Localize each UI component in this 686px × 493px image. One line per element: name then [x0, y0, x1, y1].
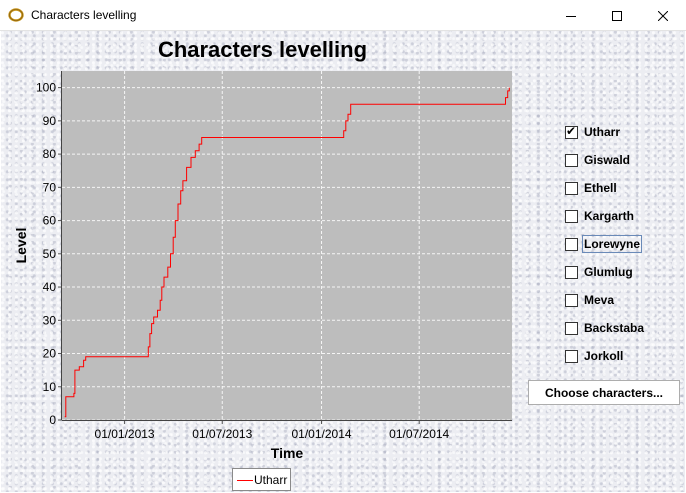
- ring-icon: [8, 8, 24, 22]
- utharr-checkbox[interactable]: ✔: [565, 123, 578, 139]
- plot-area: [62, 71, 512, 420]
- character-label[interactable]: Lorewyne: [582, 235, 643, 253]
- maximize-button[interactable]: [594, 0, 640, 31]
- choose-characters-button[interactable]: Choose characters...: [528, 380, 680, 405]
- minimize-button[interactable]: [548, 0, 594, 31]
- legend-swatch-utharr: [237, 480, 253, 481]
- y-tick-label: 100: [36, 81, 56, 95]
- character-row-lorewyne[interactable]: Lorewyne: [565, 235, 643, 253]
- character-row-giswald[interactable]: Giswald: [565, 152, 632, 168]
- ethell-checkbox[interactable]: [565, 181, 578, 195]
- character-label[interactable]: Jorkoll: [584, 349, 624, 363]
- x-axis-label: Time: [271, 445, 304, 461]
- jorkoll-checkbox[interactable]: [565, 349, 578, 363]
- giswald-checkbox[interactable]: [565, 153, 578, 167]
- y-axis-label: Level: [13, 228, 29, 264]
- y-tick-label: 50: [43, 247, 57, 261]
- chart-legend: Utharr: [232, 468, 291, 491]
- x-tick-label: 01/01/2014: [292, 427, 352, 441]
- close-button[interactable]: [640, 0, 686, 31]
- character-row-glumlug[interactable]: Glumlug: [565, 264, 635, 280]
- character-label[interactable]: Backstaba: [584, 321, 645, 335]
- character-label[interactable]: Utharr: [584, 125, 621, 139]
- character-row-meva[interactable]: Meva: [565, 292, 616, 308]
- close-icon: [658, 10, 668, 21]
- kargarth-checkbox[interactable]: [565, 209, 578, 223]
- character-row-jorkoll[interactable]: Jorkoll: [565, 348, 625, 364]
- character-row-ethell[interactable]: Ethell: [565, 180, 619, 196]
- checkmark-icon: ✔: [566, 123, 577, 138]
- glumlug-checkbox[interactable]: [565, 265, 578, 279]
- character-label[interactable]: Glumlug: [584, 265, 633, 279]
- y-tick-label: 70: [43, 180, 57, 194]
- window-title: Characters levelling: [31, 8, 137, 22]
- x-tick-label: 01/07/2013: [192, 427, 252, 441]
- y-tick-label: 10: [43, 380, 57, 394]
- x-tick-label: 01/01/2013: [95, 427, 155, 441]
- x-tick-label: 01/07/2014: [389, 427, 449, 441]
- minimize-icon: [566, 15, 576, 17]
- character-label[interactable]: Meva: [584, 293, 615, 307]
- character-row-kargarth[interactable]: Kargarth: [565, 208, 636, 224]
- y-tick-label: 60: [43, 214, 57, 228]
- meva-checkbox[interactable]: [565, 293, 578, 307]
- lorewyne-checkbox[interactable]: [565, 237, 578, 251]
- y-tick-label: 40: [43, 280, 57, 294]
- character-label[interactable]: Giswald: [584, 153, 631, 167]
- legend-label-utharr: Utharr: [254, 473, 288, 487]
- backstaba-checkbox[interactable]: [565, 321, 578, 335]
- maximize-icon: [612, 10, 622, 21]
- y-tick-label: 80: [43, 147, 57, 161]
- y-tick-label: 30: [43, 313, 57, 327]
- y-tick-label: 20: [43, 347, 57, 361]
- character-label[interactable]: Ethell: [584, 181, 617, 195]
- title-bar: Characters levelling: [0, 0, 686, 31]
- character-row-utharr[interactable]: ✔ Utharr: [565, 124, 622, 140]
- character-label[interactable]: Kargarth: [584, 209, 635, 223]
- chart-title: Characters levelling: [157, 37, 368, 62]
- y-tick-label: 0: [49, 413, 56, 427]
- series-line-utharr: [64, 87, 510, 418]
- y-tick-label: 90: [43, 114, 57, 128]
- character-row-backstaba[interactable]: Backstaba: [565, 320, 646, 336]
